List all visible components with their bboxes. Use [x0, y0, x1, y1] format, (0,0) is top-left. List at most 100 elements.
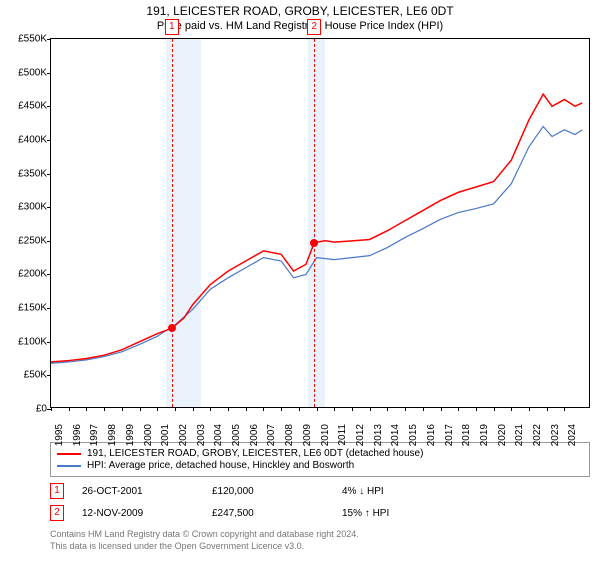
- x-tick: [564, 407, 565, 411]
- legend-label: 191, LEICESTER ROAD, GROBY, LEICESTER, L…: [87, 448, 423, 459]
- x-axis-label: 2024: [567, 424, 578, 446]
- legend-label: HPI: Average price, detached house, Hinc…: [87, 460, 354, 471]
- sale-marker: 2: [307, 19, 321, 35]
- legend-item: HPI: Average price, detached house, Hinc…: [57, 460, 583, 471]
- x-tick: [529, 407, 530, 411]
- x-tick: [140, 407, 141, 411]
- x-axis-label: 2004: [213, 424, 224, 446]
- sale-delta: 4% ↓ HPI: [342, 486, 472, 497]
- y-tick: [47, 73, 51, 74]
- x-axis-label: 2020: [497, 424, 508, 446]
- legend-swatch: [57, 453, 81, 455]
- y-tick: [47, 274, 51, 275]
- x-tick: [157, 407, 158, 411]
- y-tick: [47, 241, 51, 242]
- sale-date: 12-NOV-2009: [82, 508, 212, 519]
- x-tick: [281, 407, 282, 411]
- x-axis-label: 2022: [532, 424, 543, 446]
- sales-list: 1 26-OCT-2001£120,0004% ↓ HPI 2 12-NOV-2009…: [0, 483, 600, 521]
- sale-row: 212-NOV-2009£247,50015% ↑ HPI: [50, 505, 600, 521]
- sale-vline: [172, 39, 173, 407]
- x-axis-label: 2000: [143, 424, 154, 446]
- sale-price: £120,000: [212, 486, 342, 497]
- legend-item: 191, LEICESTER ROAD, GROBY, LEICESTER, L…: [57, 448, 583, 459]
- x-tick: [246, 407, 247, 411]
- x-axis-label: 2015: [408, 424, 419, 446]
- y-tick: [47, 106, 51, 107]
- x-tick: [86, 407, 87, 411]
- page-subtitle: Price paid vs. HM Land Registry's House …: [0, 20, 600, 32]
- x-tick: [458, 407, 459, 411]
- x-axis-label: 2003: [196, 424, 207, 446]
- x-tick: [69, 407, 70, 411]
- x-axis-label: 2017: [444, 424, 455, 446]
- x-tick: [104, 407, 105, 411]
- y-axis-label: £400K: [5, 134, 47, 145]
- sale-dot: [168, 324, 176, 332]
- x-axis-label: 2018: [461, 424, 472, 446]
- sale-marker: 1: [165, 19, 179, 35]
- y-axis-label: £50K: [5, 370, 47, 381]
- y-tick: [47, 342, 51, 343]
- x-axis-label: 2019: [479, 424, 490, 446]
- sale-dot: [310, 239, 318, 247]
- x-tick: [299, 407, 300, 411]
- y-axis-label: £550K: [5, 34, 47, 45]
- x-axis-label: 2013: [373, 424, 384, 446]
- sale-row-marker: 1: [50, 483, 64, 499]
- x-axis-label: 1997: [89, 424, 100, 446]
- x-axis-label: 2010: [320, 424, 331, 446]
- sale-vline: [314, 39, 315, 407]
- x-axis-label: 2014: [390, 424, 401, 446]
- y-axis-label: £500K: [5, 67, 47, 78]
- chart-svg: [51, 39, 589, 407]
- attribution-line: Contains HM Land Registry data © Crown c…: [50, 529, 600, 541]
- x-axis-label: 1998: [107, 424, 118, 446]
- x-tick: [511, 407, 512, 411]
- x-tick: [193, 407, 194, 411]
- x-axis-label: 2008: [284, 424, 295, 446]
- legend: 191, LEICESTER ROAD, GROBY, LEICESTER, L…: [50, 442, 590, 477]
- x-axis-label: 2006: [249, 424, 260, 446]
- series-line: [51, 94, 582, 362]
- x-axis-label: 2005: [231, 424, 242, 446]
- x-axis-label: 1999: [125, 424, 136, 446]
- sale-date: 26-OCT-2001: [82, 486, 212, 497]
- x-axis-label: 2002: [178, 424, 189, 446]
- x-tick: [547, 407, 548, 411]
- y-axis-label: £150K: [5, 303, 47, 314]
- y-axis-label: £250K: [5, 235, 47, 246]
- x-tick: [441, 407, 442, 411]
- x-tick: [405, 407, 406, 411]
- y-tick: [47, 207, 51, 208]
- y-tick: [47, 308, 51, 309]
- x-axis-label: 2007: [266, 424, 277, 446]
- x-tick: [228, 407, 229, 411]
- x-axis-label: 2001: [160, 424, 171, 446]
- x-tick: [175, 407, 176, 411]
- y-axis-label: £100K: [5, 336, 47, 347]
- price-chart: £0£50K£100K£150K£200K£250K£300K£350K£400…: [50, 38, 590, 408]
- y-tick: [47, 375, 51, 376]
- y-axis-label: £300K: [5, 202, 47, 213]
- sale-row-marker: 2: [50, 505, 64, 521]
- y-axis-label: £450K: [5, 101, 47, 112]
- x-tick: [122, 407, 123, 411]
- x-tick: [51, 407, 52, 411]
- x-tick: [352, 407, 353, 411]
- page-title: 191, LEICESTER ROAD, GROBY, LEICESTER, L…: [0, 4, 600, 18]
- legend-swatch: [57, 465, 81, 467]
- sale-delta: 15% ↑ HPI: [342, 508, 472, 519]
- sale-row: 1 26-OCT-2001£120,0004% ↓ HPI: [50, 483, 600, 499]
- x-tick: [317, 407, 318, 411]
- x-axis-label: 2023: [550, 424, 561, 446]
- x-axis-label: 2009: [302, 424, 313, 446]
- y-tick: [47, 140, 51, 141]
- y-axis-label: £0: [5, 404, 47, 415]
- attribution-line: This data is licensed under the Open Gov…: [50, 541, 600, 553]
- x-axis-label: 1996: [72, 424, 83, 446]
- x-tick: [334, 407, 335, 411]
- y-tick: [47, 174, 51, 175]
- x-tick: [387, 407, 388, 411]
- y-tick: [47, 39, 51, 40]
